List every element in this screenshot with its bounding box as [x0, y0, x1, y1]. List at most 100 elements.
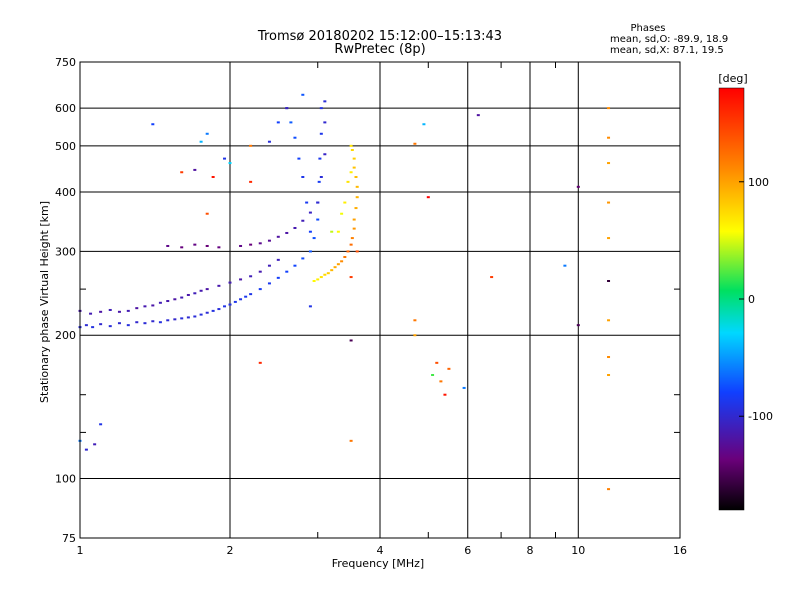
data-point [239, 244, 243, 247]
data-point [180, 171, 184, 174]
data-point [126, 309, 130, 312]
data-point [323, 100, 327, 103]
colorbar-tick-label: 100 [748, 176, 769, 189]
data-point [343, 201, 347, 204]
data-point [293, 264, 297, 267]
data-point [308, 250, 312, 253]
data-point [323, 121, 327, 124]
data-point [193, 315, 197, 318]
data-point [285, 270, 289, 273]
data-point [285, 231, 289, 234]
data-point [267, 140, 271, 143]
data-point [180, 296, 184, 299]
data-point [333, 266, 337, 269]
data-point [285, 107, 289, 110]
y-tick-labels: 75 100 200 300 400 500 600 750 [55, 56, 76, 545]
data-point [301, 93, 305, 96]
data-point [336, 230, 340, 233]
data-point [330, 269, 334, 272]
data-point [293, 136, 297, 139]
data-point [349, 439, 353, 442]
data-point [135, 307, 139, 310]
data-point [435, 361, 439, 364]
data-point [244, 295, 248, 298]
data-point [199, 289, 203, 292]
data-point [217, 246, 221, 249]
data-point [199, 140, 203, 143]
data-point [158, 301, 162, 304]
data-point [108, 308, 112, 311]
data-point [193, 243, 197, 246]
data-point [607, 201, 611, 204]
data-point [319, 175, 323, 178]
data-point [180, 246, 184, 249]
data-point [607, 319, 611, 322]
colorbar-tick-label: 0 [748, 293, 755, 306]
data-point [607, 356, 611, 359]
axis-ticks [80, 62, 680, 538]
data-point [352, 218, 356, 221]
data-point [563, 264, 567, 267]
data-point [108, 325, 112, 328]
data-point [576, 185, 580, 188]
data-point [143, 305, 147, 308]
data-point [301, 219, 305, 222]
data-point [205, 311, 209, 314]
colorbar-tick-label: -100 [748, 410, 773, 423]
data-point [607, 488, 611, 491]
data-point [297, 157, 301, 160]
data-point [267, 239, 271, 242]
data-point [199, 313, 203, 316]
data-point [211, 309, 215, 312]
data-point [316, 218, 320, 221]
data-point [607, 162, 611, 165]
data-point [258, 270, 262, 273]
data-point [249, 243, 253, 246]
data-point [217, 284, 221, 287]
data-point [340, 212, 344, 215]
data-point [323, 153, 327, 156]
data-point [99, 423, 103, 426]
data-point [186, 293, 190, 296]
data-point [352, 227, 356, 230]
data-point [352, 166, 356, 169]
data-point [352, 157, 356, 160]
data-point [211, 175, 215, 178]
data-point [319, 276, 323, 279]
data-point [301, 175, 305, 178]
data-point [193, 168, 197, 171]
data-point [173, 318, 177, 321]
y-tick-label: 600 [55, 102, 76, 115]
y-axis-label: Stationary phase Virtual Height [km] [38, 201, 51, 403]
data-point [312, 280, 316, 283]
data-point [413, 142, 417, 145]
data-point [305, 201, 309, 204]
data-point [312, 237, 316, 240]
data-point [239, 298, 243, 301]
data-point [223, 305, 227, 308]
data-point [301, 257, 305, 260]
data-point [93, 443, 97, 446]
y-tick-label: 750 [55, 56, 76, 69]
data-point [166, 300, 170, 303]
data-point [349, 171, 353, 174]
data-point [349, 144, 353, 147]
plot-frame [79, 61, 681, 539]
data-point [350, 148, 354, 151]
data-point [99, 310, 103, 313]
colorbar-ticks: -100 0 100 [739, 176, 773, 423]
data-point [607, 107, 611, 110]
data-point [355, 185, 359, 188]
data-point [476, 114, 480, 117]
data-point [431, 374, 435, 377]
data-point [422, 123, 426, 126]
chart-title: Tromsø 20180202 15:12:00–15:13:43 [257, 29, 502, 44]
data-point [350, 237, 354, 240]
x-tick-label: 6 [464, 544, 471, 557]
data-point [462, 386, 466, 389]
phase-stats-x: mean, sd,X: 87.1, 19.5 [610, 45, 724, 56]
data-point [316, 278, 320, 281]
data-point [346, 250, 350, 253]
data-point [249, 144, 253, 147]
